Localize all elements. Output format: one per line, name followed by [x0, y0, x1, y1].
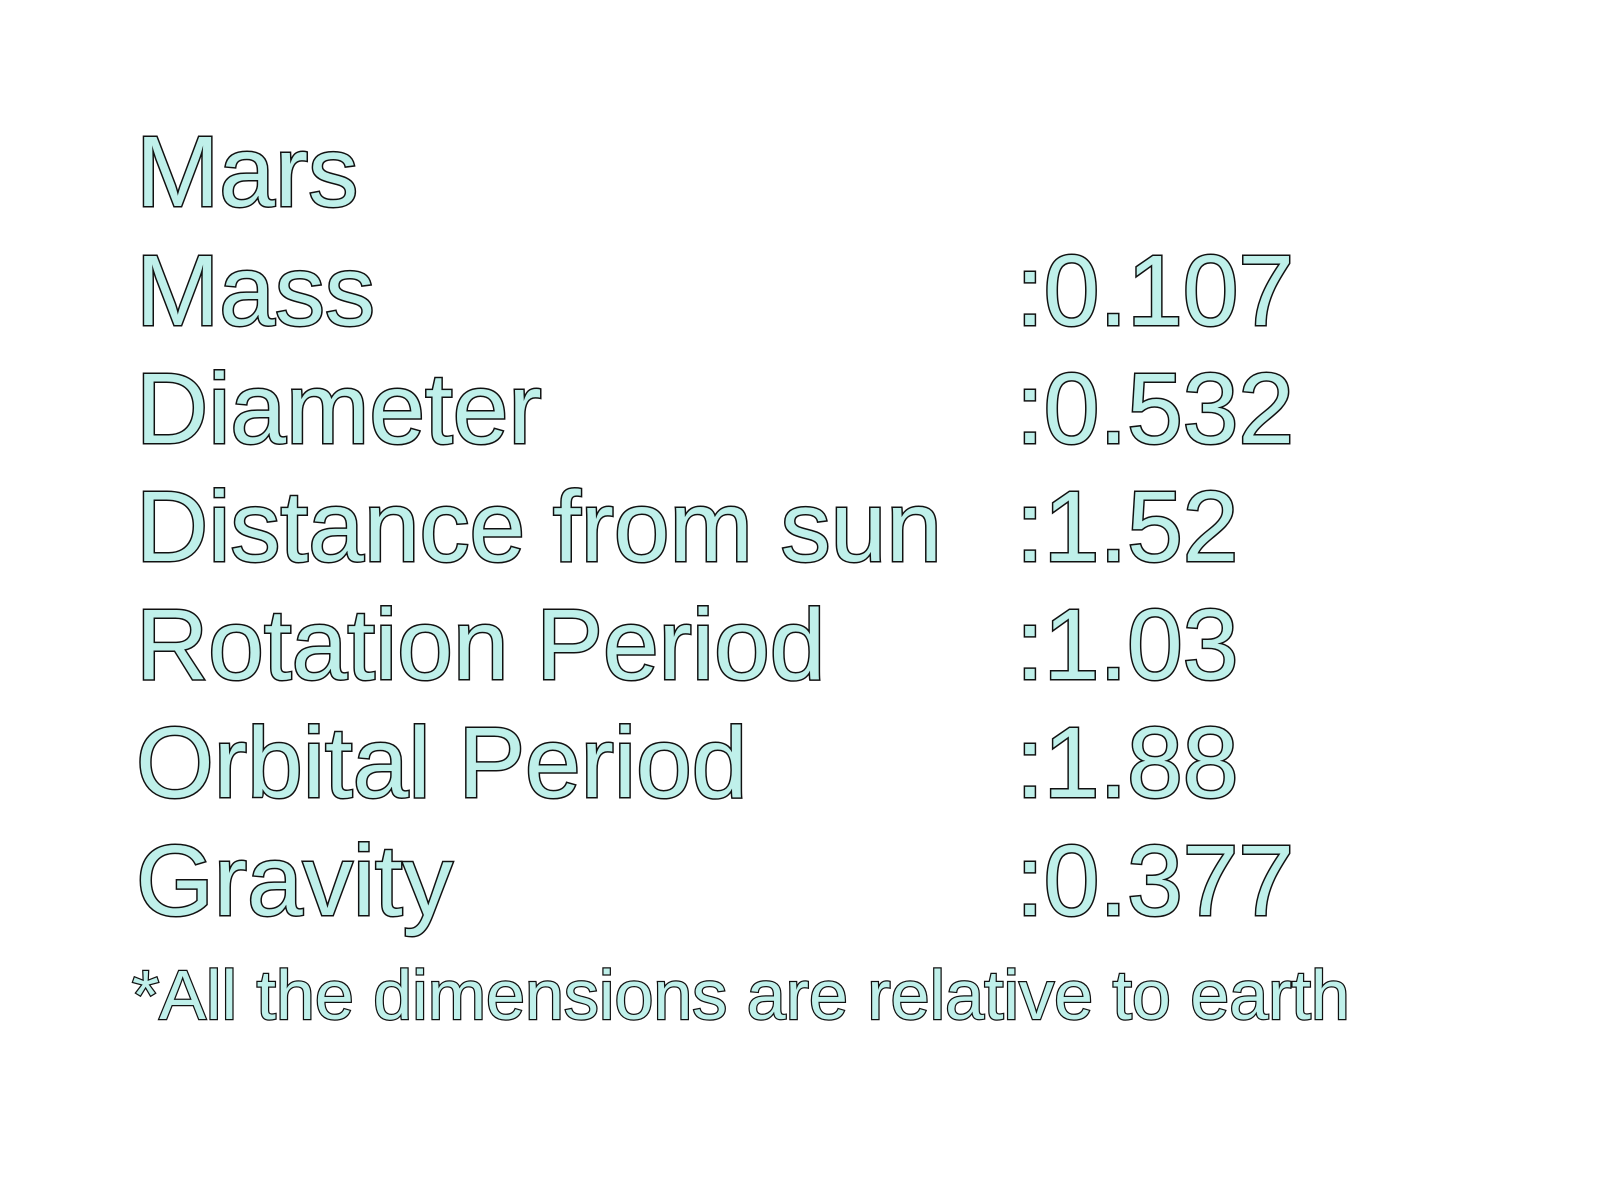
stat-row-orbital: Orbital Period :1.88 — [134, 704, 1456, 822]
footnote: *All the dimensions are relative to eart… — [131, 955, 1351, 1036]
stat-row-gravity: Gravity :0.377 — [135, 822, 1456, 940]
stat-label: Mass — [135, 234, 377, 349]
stat-label: Diameter — [135, 352, 544, 467]
planet-title: Mars — [134, 115, 359, 230]
stat-row-distance: Distance from sun :1.52 — [135, 468, 1456, 586]
stat-label: Rotation Period — [134, 588, 826, 703]
stat-row-diameter: Diameter :0.532 — [135, 350, 1456, 468]
stat-label: Gravity — [135, 824, 455, 939]
stat-value: :0.532 — [1014, 352, 1295, 467]
stat-value: :0.107 — [1014, 234, 1295, 349]
stat-label: Distance from sun — [135, 470, 944, 585]
stat-value: :1.88 — [1014, 706, 1239, 821]
stat-value: :0.377 — [1014, 824, 1295, 939]
stat-value: :1.03 — [1014, 588, 1239, 703]
stat-row-mass: Mass :0.107 — [135, 232, 1456, 350]
stat-row-rotation: Rotation Period :1.03 — [134, 586, 1456, 704]
stats-table: Mass :0.107 Diameter :0.532 Distance fro… — [134, 232, 1456, 940]
stat-label: Orbital Period — [134, 706, 748, 821]
stat-value: :1.52 — [1014, 470, 1239, 585]
